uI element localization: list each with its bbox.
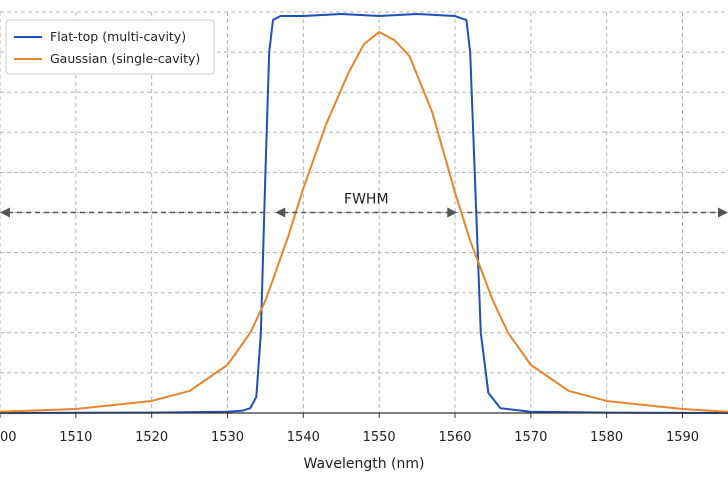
x-tick-label-2: 1520 (135, 430, 168, 445)
axes: Wavelength (nm) 1500 1510 1520 1530 1540 1550… (0, 412, 728, 472)
legend-label-1: Gaussian (single-cavity) (50, 51, 200, 66)
legend-box (5, 19, 215, 75)
x-tick-label-7: 1570 (514, 430, 547, 445)
fwhm-label: FWHM (344, 192, 389, 208)
x-tick-label-4: 1540 (287, 430, 320, 445)
outer-arrowhead-right (718, 207, 728, 218)
series-lines (0, 13, 728, 414)
x-tick-label-0: 1500 (0, 430, 17, 445)
fwhm-arrowhead-right (447, 207, 458, 218)
outer-arrowhead-left (0, 207, 10, 218)
x-tick-label-3: 1530 (211, 430, 244, 445)
annotations: FWHM (0, 192, 728, 218)
x-tick-label-6: 1560 (438, 430, 471, 445)
legend: Flat-top (multi-cavity) Gaussian (single-… (5, 19, 215, 75)
fwhm-arrowhead-left (275, 207, 286, 218)
series-line-0 (0, 13, 728, 414)
series-line-1 (0, 31, 728, 413)
x-tick-label-1: 1510 (59, 430, 92, 445)
x-tick-label-9: 1590 (666, 430, 699, 445)
grid (0, 11, 728, 414)
x-axis-label: Wavelength (nm) (304, 456, 425, 472)
x-tick-label-8: 1580 (590, 430, 623, 445)
legend-label-0: Flat-top (multi-cavity) (50, 29, 186, 44)
x-tick-label-5: 1550 (363, 430, 396, 445)
